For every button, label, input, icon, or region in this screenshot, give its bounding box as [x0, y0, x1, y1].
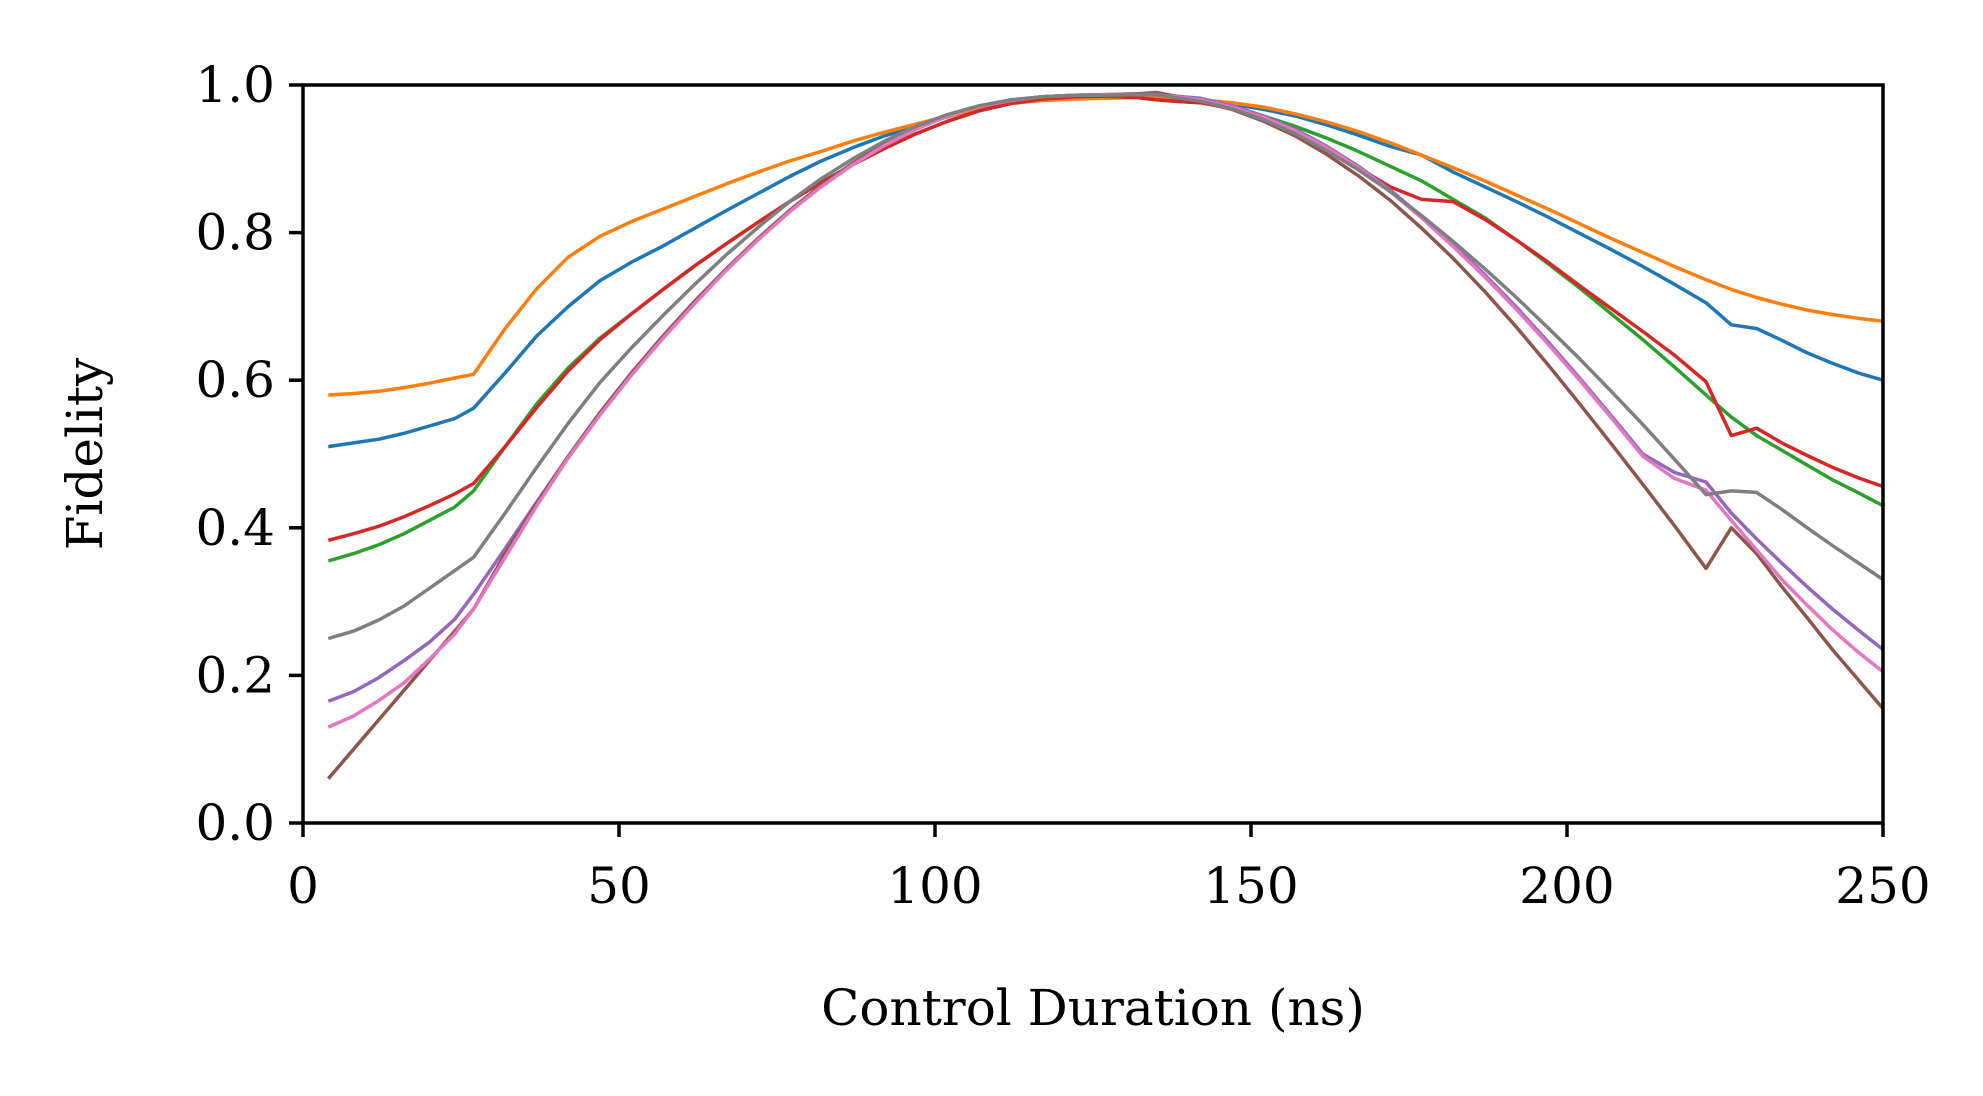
- y-tick-label: 0.8: [195, 204, 275, 262]
- x-tick-label: 0: [287, 857, 319, 915]
- y-tick-label: 0.0: [195, 794, 275, 852]
- series-layer: [326, 90, 1885, 780]
- series-line-series-4: [327, 94, 1884, 542]
- x-tick-label: 50: [587, 857, 651, 915]
- x-tick-label: 150: [1203, 857, 1298, 915]
- plot-frame: [301, 83, 1885, 825]
- y-tick-label: 0.2: [195, 646, 275, 704]
- y-tick-label: 0.6: [195, 351, 275, 409]
- y-tick-label: 1.0: [195, 56, 275, 114]
- series-line-series-8: [327, 92, 1884, 641]
- y-axis-title: Fidelity: [56, 357, 114, 550]
- x-axis-title: Control Duration (ns): [821, 979, 1365, 1037]
- x-tick-label: 250: [1835, 857, 1930, 915]
- x-tick-label: 200: [1519, 857, 1614, 915]
- x-tick-label: 100: [887, 857, 982, 915]
- x-axis: 0 50 100 150 200 250: [287, 823, 1931, 915]
- y-axis: 0.0 0.2 0.4 0.6 0.8 1.0: [195, 56, 303, 852]
- y-tick-label: 0.4: [195, 499, 275, 557]
